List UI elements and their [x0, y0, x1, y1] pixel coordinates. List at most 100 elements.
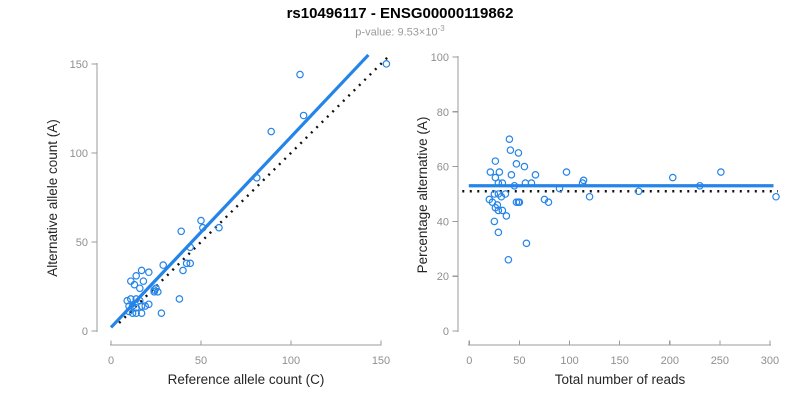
x-tick-label: 300 — [761, 355, 779, 367]
data-point — [299, 111, 308, 120]
data-point — [139, 277, 148, 285]
data-point — [267, 127, 276, 136]
x-tick-label: 0 — [108, 355, 114, 367]
data-point — [132, 271, 141, 280]
data-point — [125, 302, 133, 310]
data-point — [585, 192, 594, 201]
data-point — [197, 216, 205, 225]
data-point — [522, 239, 531, 248]
data-point — [512, 160, 521, 168]
y-tick-label: 80 — [437, 107, 449, 119]
data-point — [490, 217, 499, 226]
data-point — [137, 302, 146, 310]
data-point — [579, 176, 588, 185]
data-point — [136, 284, 144, 293]
data-point — [505, 135, 514, 144]
y-tick-label: 20 — [437, 271, 449, 283]
data-point — [252, 174, 261, 182]
x-tick-label: 50 — [195, 355, 207, 367]
x-tick-label: 100 — [282, 355, 300, 367]
figure-subtitle: p-value: 9.53×10-3 — [0, 24, 800, 39]
data-point — [506, 146, 515, 154]
data-point — [177, 227, 186, 236]
figure-title: rs10496117 - ENSG00000119862 — [286, 5, 514, 22]
x-tick-label: 50 — [513, 355, 525, 367]
data-point — [498, 206, 507, 215]
data-point — [520, 162, 529, 171]
data-point — [199, 223, 207, 232]
data-point — [772, 192, 780, 201]
data-point — [501, 190, 510, 198]
data-point — [128, 302, 137, 310]
data-point — [127, 277, 135, 285]
data-point — [159, 261, 168, 269]
data-point — [717, 168, 725, 176]
data-point — [186, 259, 195, 268]
data-point — [132, 295, 141, 303]
data-point — [130, 280, 139, 289]
data-point — [145, 300, 153, 309]
data-point — [490, 190, 499, 198]
data-point — [486, 168, 495, 176]
data-point — [150, 286, 159, 294]
data-point — [498, 179, 507, 187]
data-point — [382, 60, 391, 68]
data-point — [544, 198, 553, 207]
data-point — [495, 168, 504, 176]
data-point — [157, 309, 166, 317]
data-point — [531, 171, 540, 179]
data-point — [494, 228, 503, 237]
y-tick-label: 100 — [431, 52, 449, 64]
data-point — [145, 268, 153, 277]
y-tick-label: 0 — [82, 326, 88, 338]
data-point — [514, 149, 523, 157]
y-tick-label: 0 — [443, 326, 449, 338]
y-tick-label: 60 — [437, 162, 449, 174]
y-axis-title: Alternative allele count (A) — [45, 119, 60, 277]
data-point — [132, 309, 141, 317]
data-point — [507, 171, 516, 179]
y-axis-title: Percentage alternative (A) — [415, 117, 430, 274]
data-point — [141, 302, 150, 310]
x-axis-title: Total number of reads — [555, 372, 686, 387]
y-tick-label: 150 — [70, 59, 88, 71]
data-point — [668, 173, 677, 182]
data-point — [696, 181, 704, 190]
data-point — [504, 255, 513, 264]
data-point — [634, 187, 643, 196]
p-value-exponent: -3 — [437, 24, 445, 33]
x-tick-label: 150 — [372, 355, 390, 367]
x-tick-label: 200 — [661, 355, 679, 367]
data-point — [175, 295, 184, 303]
y-tick-label: 50 — [76, 237, 88, 249]
data-point — [515, 198, 524, 207]
data-point — [527, 179, 536, 187]
data-point — [137, 309, 146, 317]
data-point — [182, 259, 191, 268]
data-point — [510, 181, 519, 190]
identity-line — [118, 56, 389, 324]
x-tick-label: 150 — [610, 355, 628, 367]
data-point — [296, 70, 304, 79]
data-point — [125, 307, 133, 316]
data-point — [179, 266, 187, 275]
data-point — [555, 184, 564, 193]
data-point — [502, 212, 511, 220]
data-points — [123, 60, 391, 317]
data-point — [128, 309, 137, 317]
data-point — [562, 168, 571, 176]
data-point — [154, 288, 162, 296]
x-tick-label: 250 — [711, 355, 729, 367]
data-point — [493, 201, 502, 209]
y-tick-label: 40 — [437, 216, 449, 228]
data-point — [494, 206, 503, 215]
left-scatter-plot: 0 50 100 150 0 50 100 150 Reference allele count… — [45, 53, 391, 387]
data-point — [491, 157, 500, 165]
data-points — [485, 135, 780, 264]
data-point — [494, 179, 503, 187]
x-tick-label: 100 — [560, 355, 578, 367]
x-axis-title: Reference allele count (C) — [168, 372, 325, 387]
data-point — [186, 243, 195, 252]
